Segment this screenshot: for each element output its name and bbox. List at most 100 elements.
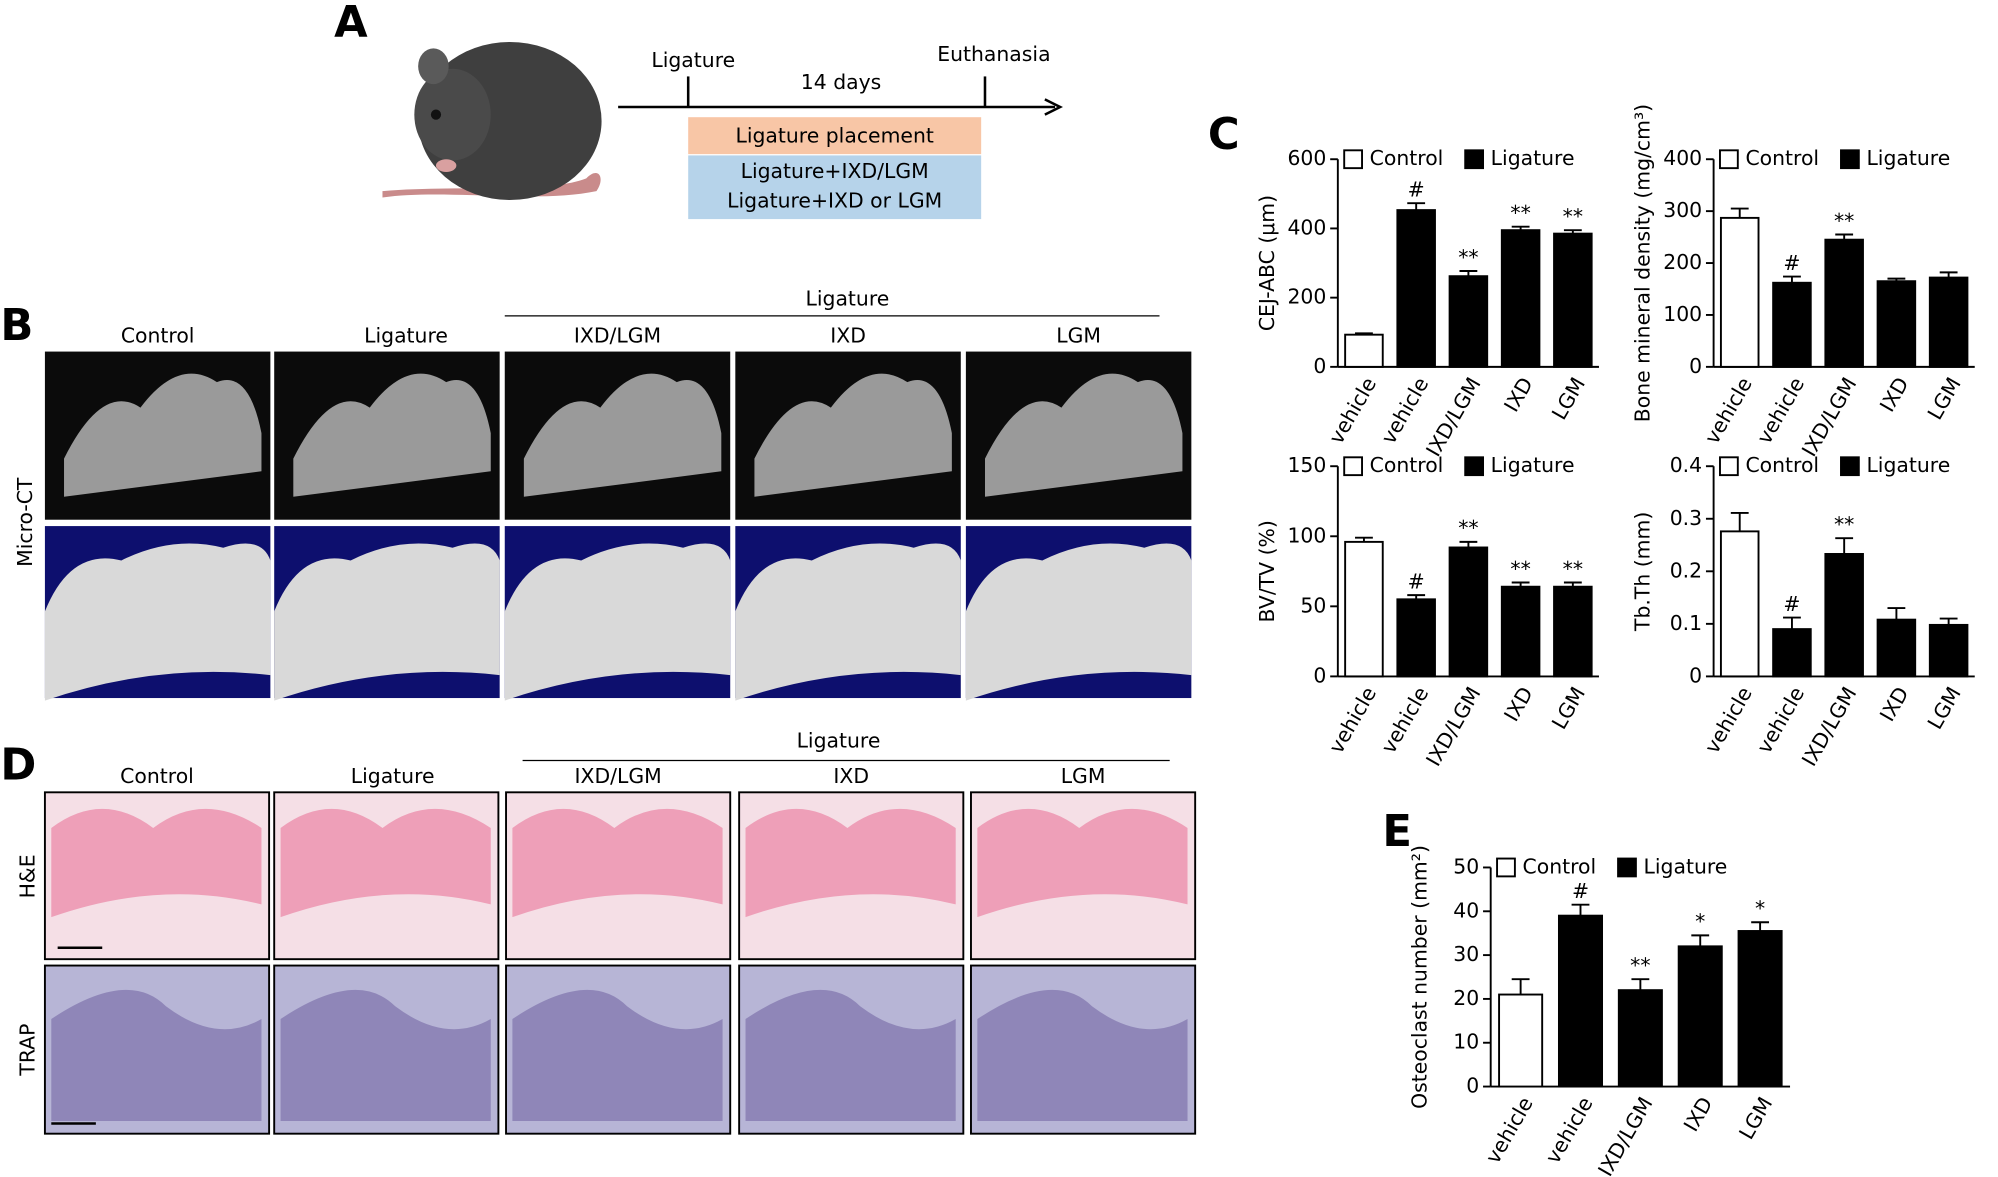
legend-swatch: [1464, 456, 1485, 477]
column-label: IXD/LGM: [574, 323, 661, 347]
timeline-box-text: Ligature+IXD/LGM: [741, 159, 929, 183]
significance-label: **: [1834, 209, 1854, 233]
legend-label: Ligature: [1491, 146, 1575, 170]
timeline-label: Euthanasia: [937, 42, 1050, 66]
legend-label: Ligature: [1644, 854, 1728, 878]
timeline-label: 14 days: [801, 70, 882, 94]
bar: [1772, 281, 1812, 368]
y-tick-label: 50: [1453, 854, 1479, 878]
y-tick-label: 40: [1453, 898, 1479, 922]
significance-label: *: [1695, 910, 1705, 934]
legend-swatch: [1719, 149, 1739, 170]
y-tick-label: 50: [1300, 593, 1326, 617]
column-label: LGM: [1061, 764, 1106, 788]
ct-tooth: [754, 373, 952, 497]
column-label: Ligature: [364, 323, 448, 347]
x-tick-label: vehicle: [1700, 683, 1757, 758]
bar: [1498, 993, 1544, 1088]
bar: [1344, 540, 1384, 678]
timeline-box-text: Ligature placement: [735, 123, 933, 147]
x-tick-label: vehicle: [1376, 683, 1433, 758]
x-tick-label: vehicle: [1324, 683, 1381, 758]
ct-tooth: [984, 373, 1183, 497]
bar: [1617, 989, 1663, 1088]
bar: [1500, 229, 1541, 368]
row-label: H&E: [15, 854, 39, 898]
y-tick-label: 600: [1287, 146, 1326, 170]
y-axis-title: Tb.Th (mm): [1631, 512, 1655, 632]
timeline-box: [688, 155, 982, 220]
x-tick-label: IXD: [1499, 683, 1538, 726]
significance-label: **: [1510, 201, 1530, 225]
legend-label: Control: [1745, 453, 1819, 477]
bar: [1824, 238, 1864, 368]
y-tick-label: 0.3: [1670, 506, 1702, 530]
legend-swatch: [1617, 857, 1637, 878]
y-tick-label: 0: [1689, 354, 1702, 378]
bar: [1876, 280, 1917, 368]
bar: [1557, 914, 1604, 1088]
x-tick-label: IXD/LGM: [1593, 1093, 1657, 1177]
row-label: Micro-CT: [13, 477, 37, 567]
x-tick-label: vehicle: [1700, 373, 1757, 448]
bar: [1396, 598, 1436, 678]
he-tissue: [977, 808, 1188, 918]
panel-label: D: [0, 741, 36, 791]
ct-bone: [274, 543, 500, 701]
mouse-illustration: [382, 42, 602, 200]
legend-swatch: [1496, 857, 1516, 878]
y-tick-label: 0.2: [1670, 558, 1702, 582]
trap-tissue: [977, 989, 1188, 1121]
he-tissue: [280, 808, 491, 918]
significance-label: **: [1563, 204, 1583, 228]
column-label: Ligature: [351, 764, 435, 788]
trap-tissue: [280, 989, 491, 1121]
bar: [1448, 275, 1489, 368]
trap-tissue: [512, 989, 723, 1121]
y-tick-label: 10: [1453, 1030, 1479, 1054]
y-axis-title: CEJ-ABC (μm): [1255, 195, 1279, 331]
panel-label: B: [0, 301, 33, 351]
significance-label: **: [1458, 245, 1478, 269]
legend-label: Control: [1745, 146, 1819, 170]
row-label: TRAP: [15, 1024, 39, 1077]
timeline-label: Ligature: [651, 48, 735, 72]
ct-tooth: [64, 373, 262, 497]
legend-label: Ligature: [1491, 453, 1575, 477]
y-tick-label: 0.4: [1670, 453, 1702, 477]
y-tick-label: 20: [1453, 986, 1479, 1010]
x-tick-label: vehicle: [1481, 1093, 1538, 1168]
bar: [1553, 585, 1593, 678]
column-label: Control: [121, 323, 195, 347]
bar: [1772, 628, 1812, 678]
ct-bone: [735, 543, 961, 701]
y-tick-label: 0: [1689, 663, 1702, 687]
column-label: Control: [120, 764, 194, 788]
column-label: IXD/LGM: [575, 764, 662, 788]
bar: [1928, 623, 1969, 678]
x-tick-label: vehicle: [1541, 1093, 1598, 1168]
group-label: Ligature: [797, 728, 881, 752]
significance-label: #: [1783, 251, 1800, 275]
y-tick-label: 30: [1453, 942, 1479, 966]
x-tick-label: IXD: [1679, 1093, 1718, 1136]
panel-label: E: [1382, 807, 1412, 857]
y-tick-label: 0: [1313, 354, 1326, 378]
x-tick-label: IXD: [1875, 373, 1914, 416]
y-tick-label: 0: [1466, 1074, 1479, 1098]
y-tick-label: 400: [1663, 146, 1702, 170]
trap-tissue: [51, 989, 262, 1121]
column-label: IXD: [830, 323, 866, 347]
x-tick-label: vehicle: [1752, 373, 1809, 448]
legend-swatch: [1840, 149, 1860, 170]
significance-label: #: [1408, 569, 1425, 593]
ct-bone: [44, 543, 271, 701]
x-tick-label: IXD: [1499, 373, 1538, 416]
x-tick-label: LGM: [1923, 373, 1966, 424]
significance-label: #: [1572, 879, 1589, 903]
x-tick-label: vehicle: [1752, 683, 1809, 758]
x-tick-label: LGM: [1734, 1093, 1777, 1144]
significance-label: #: [1408, 177, 1425, 201]
